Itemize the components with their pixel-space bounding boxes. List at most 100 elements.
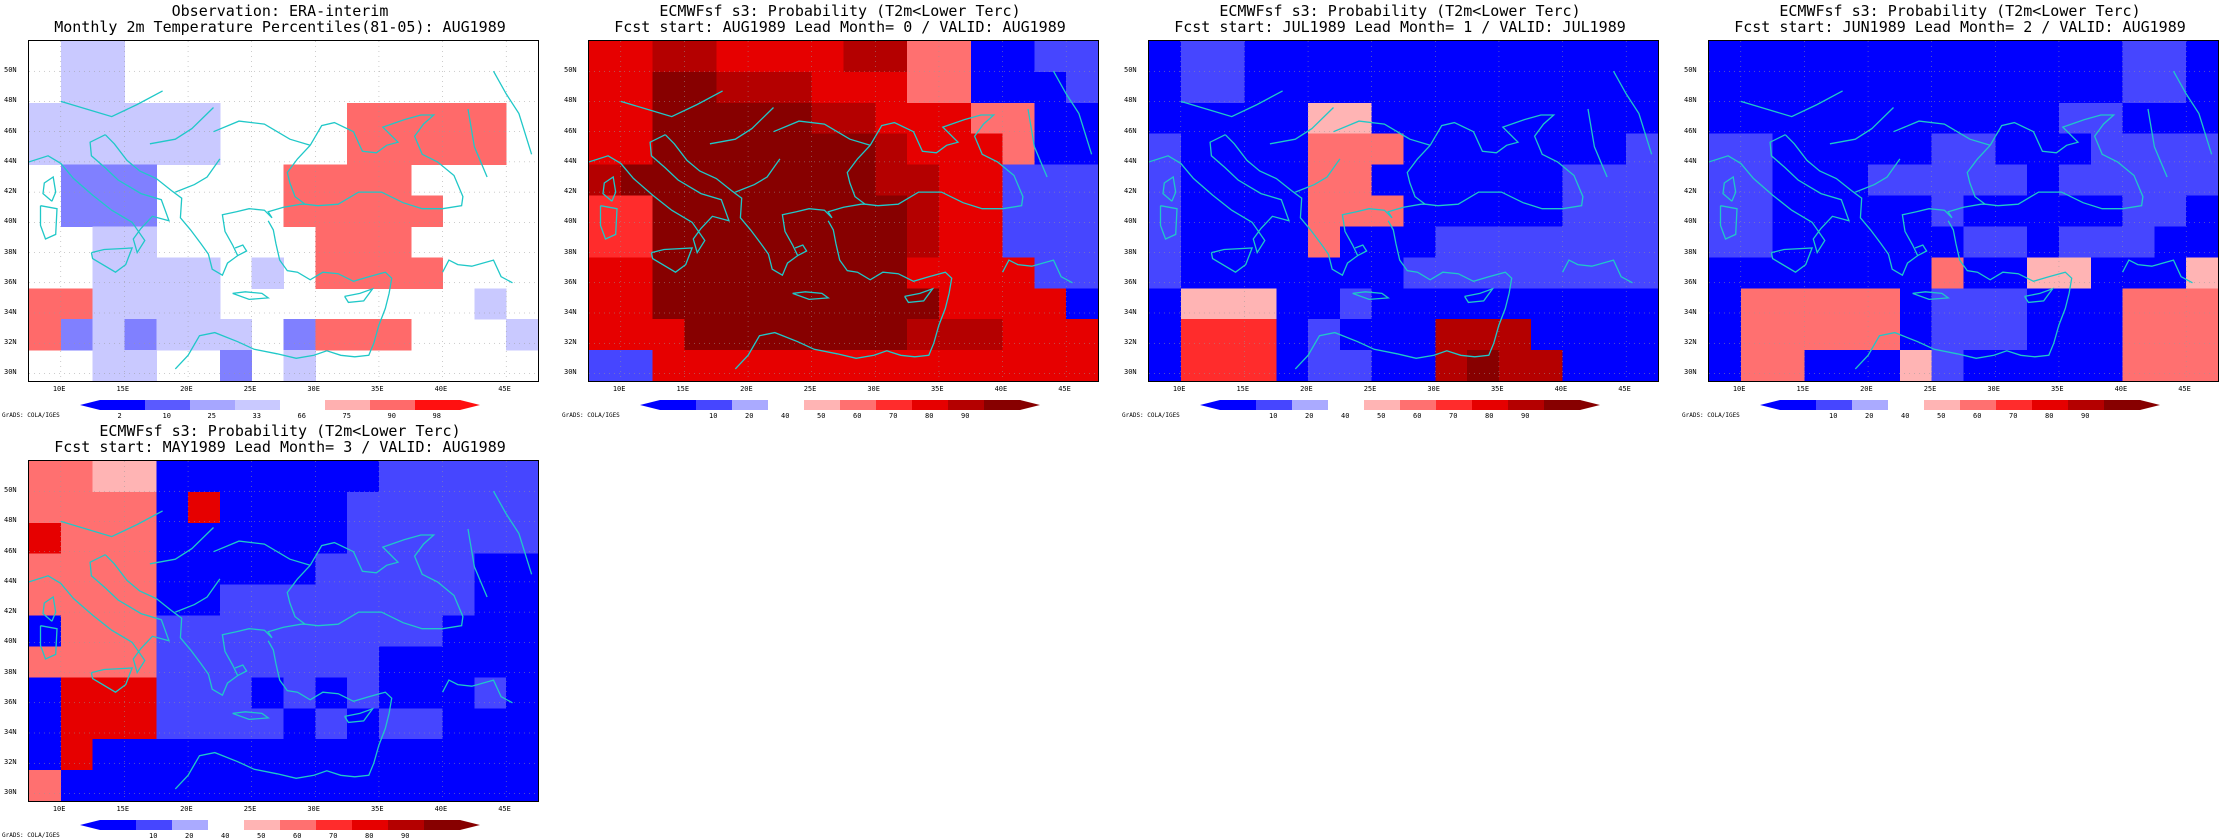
grid-cell xyxy=(970,226,1004,258)
grid-cell xyxy=(410,646,444,678)
grid-cell xyxy=(1066,102,1098,135)
grid-cell xyxy=(1467,257,1500,289)
grid-cell xyxy=(156,553,189,586)
grid-cell xyxy=(1244,257,1277,289)
latitude-tick-label: 46N xyxy=(4,546,17,555)
coastline xyxy=(344,287,375,304)
grid-cell xyxy=(1562,133,1595,166)
grid-cell xyxy=(124,102,157,135)
grid-cell xyxy=(907,41,940,73)
grid-cell xyxy=(378,770,412,801)
coastline xyxy=(467,108,488,178)
grid-cell xyxy=(60,71,94,104)
grid-cell xyxy=(251,646,284,678)
grid-cell xyxy=(188,288,221,320)
panel-title-line1: Observation: ERA-interim xyxy=(171,2,389,20)
grid-cell xyxy=(315,195,348,227)
latitude-tick-label: 48N xyxy=(4,96,17,105)
coastline xyxy=(1855,158,1901,193)
grid-cell xyxy=(1868,288,1901,320)
grid-cell xyxy=(2058,195,2092,227)
grid-cell xyxy=(2090,164,2124,197)
grid-cell xyxy=(938,319,972,351)
grid-cell xyxy=(1804,319,1837,351)
grid-cell xyxy=(1804,257,1837,289)
legend-swatch xyxy=(876,400,913,410)
grid-cell xyxy=(620,41,654,73)
grid-cell xyxy=(652,350,685,381)
grid-cell xyxy=(1180,195,1214,227)
panel-title-line2: Fcst start: MAY1989 Lead Month= 3 / VALI… xyxy=(54,438,506,456)
coastline xyxy=(1333,120,1431,146)
grid-cell xyxy=(92,41,125,73)
grid-cell xyxy=(60,677,94,709)
grid-cell xyxy=(378,739,412,771)
grid-cell xyxy=(1403,350,1436,381)
grid-cell xyxy=(2027,350,2060,381)
latitude-tick-label: 40N xyxy=(564,217,577,226)
grid-cell xyxy=(92,770,125,801)
grid-cell xyxy=(506,461,538,493)
grid-cell xyxy=(1562,288,1595,320)
grid-cell xyxy=(684,133,717,166)
grid-cell xyxy=(1626,350,1658,381)
map-panel-lead0: ECMWFsf s3: Probability (T2m<Lower Terc)… xyxy=(560,0,1120,420)
grid-cell xyxy=(92,102,125,135)
longitude-tick-label: 10E xyxy=(1172,385,1186,393)
legend-label: 50 xyxy=(1377,412,1386,420)
grid-cell xyxy=(589,319,622,351)
legend-swatch xyxy=(1924,400,1961,410)
grid-cell xyxy=(748,41,781,73)
grid-cell xyxy=(315,461,348,493)
grid-cell xyxy=(1772,226,1805,258)
grid-cell xyxy=(1772,257,1805,289)
coastline xyxy=(305,114,464,210)
grid-cell xyxy=(1308,102,1341,135)
grid-cell xyxy=(907,71,940,104)
coastline xyxy=(1914,244,1928,257)
longitude-tick-label: 40E xyxy=(994,385,1008,393)
grid-cell xyxy=(2027,195,2060,227)
grid-cell xyxy=(474,739,507,771)
grid-cell xyxy=(684,288,717,320)
grid-cell xyxy=(347,584,380,617)
latitude-tick-label: 48N xyxy=(1684,96,1697,105)
grid-cell xyxy=(811,257,844,289)
grid-cell xyxy=(589,257,622,289)
grid-cell xyxy=(1626,164,1658,197)
grid-cell xyxy=(60,522,94,555)
legend-left-arrow xyxy=(1760,400,1780,410)
grid-cell xyxy=(156,491,189,524)
grid-cell xyxy=(1212,350,1245,381)
legend-swatch xyxy=(840,400,877,410)
longitude-tick-label: 30E xyxy=(1987,385,2000,393)
longitude-tick-label: 25E xyxy=(803,385,817,393)
grid-cell xyxy=(1740,350,1774,381)
grid-cell xyxy=(92,461,125,493)
grid-cell xyxy=(1371,319,1404,351)
grid-cell xyxy=(219,522,253,555)
grid-cell xyxy=(506,319,538,351)
grid-cell xyxy=(811,133,844,166)
coastline xyxy=(794,244,808,257)
grid-cell xyxy=(410,770,444,801)
grid-cell xyxy=(474,770,507,801)
coastline xyxy=(149,527,214,565)
grid-cell xyxy=(1212,164,1245,197)
grid-cell xyxy=(1626,102,1658,135)
grid-cell xyxy=(1772,164,1805,197)
grid-cell xyxy=(1530,195,1564,227)
latitude-tick-label: 30N xyxy=(4,788,17,797)
grid-cell xyxy=(124,708,157,740)
coastline xyxy=(1562,259,1633,284)
longitude-tick-label: 30E xyxy=(1427,385,1440,393)
grid-cell xyxy=(1308,226,1341,258)
grid-cell xyxy=(1308,195,1341,227)
grid-cell xyxy=(2090,71,2124,104)
coastline xyxy=(709,107,774,145)
grid-cell xyxy=(748,164,781,197)
grid-cell xyxy=(410,491,444,524)
coastline xyxy=(1985,114,2144,210)
grid-cell xyxy=(251,770,284,801)
grid-cell xyxy=(506,553,538,586)
